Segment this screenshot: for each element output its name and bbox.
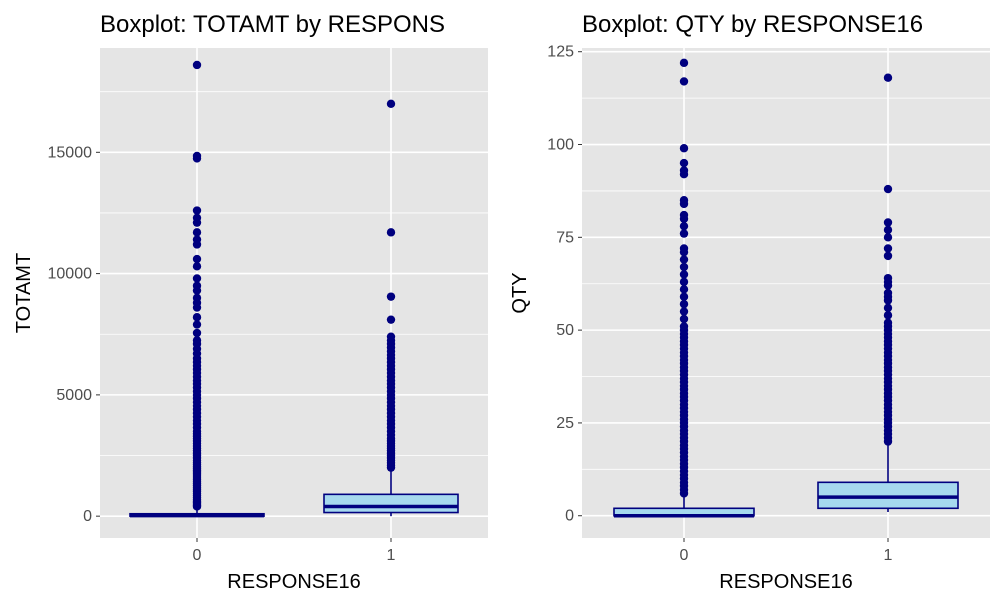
outlier-point — [679, 307, 689, 316]
outlier-point — [192, 60, 202, 70]
outlier-point — [386, 228, 396, 237]
y-tick-label: 5000 — [56, 387, 92, 404]
x-tick-label: 0 — [680, 547, 689, 564]
outlier-point — [883, 303, 893, 313]
outlier-point — [679, 144, 689, 153]
outlier-point — [679, 77, 689, 86]
outlier-point — [679, 277, 689, 287]
outlier-point — [883, 244, 893, 253]
y-tick-label: 15000 — [48, 144, 93, 161]
outlier-point — [679, 229, 689, 238]
y-tick-labels: 0 5000 10000 15000 — [48, 144, 100, 525]
y-tick-label: 0 — [565, 508, 574, 525]
outlier-point — [192, 293, 202, 303]
outlier-point — [192, 254, 202, 264]
outlier-point — [883, 273, 893, 283]
outlier-point — [883, 184, 893, 194]
outlier-point — [679, 166, 689, 175]
outlier-point — [192, 320, 202, 329]
outlier-point — [192, 313, 202, 322]
outlier-point — [192, 336, 202, 345]
y-tick-label: 125 — [547, 44, 574, 61]
outlier-point — [679, 58, 689, 68]
box-marks — [129, 60, 459, 518]
outlier-point — [386, 332, 396, 341]
outlier-point — [192, 262, 202, 271]
outlier-point — [679, 262, 689, 272]
y-tick-label: 100 — [547, 137, 574, 154]
outlier-point — [679, 314, 689, 324]
outlier-point — [883, 311, 893, 320]
outlier-point — [192, 235, 202, 244]
outlier-point — [679, 255, 689, 264]
x-tick-label: 1 — [387, 547, 396, 564]
outlier-point — [386, 99, 396, 108]
y-tick-label: 10000 — [48, 266, 93, 283]
box-marks — [613, 58, 959, 518]
outlier-point — [883, 251, 893, 261]
outlier-point — [192, 274, 202, 283]
y-tick-labels: 0 25 50 75 100 125 — [547, 44, 582, 525]
y-tick-label: 50 — [556, 322, 574, 339]
outlier-point — [679, 195, 689, 205]
x-axis-title: RESPONSE16 — [227, 571, 360, 593]
outlier-point — [883, 218, 893, 227]
y-tick-label: 25 — [556, 415, 574, 432]
outlier-point — [883, 73, 893, 82]
chart-title: Boxplot: QTY by RESPONSE16 — [582, 11, 923, 38]
outlier-point — [679, 158, 689, 168]
chart-left: Boxplot: TOTAMT by RESPONS 0 5000 10000 150… — [13, 11, 488, 593]
outlier-point — [883, 288, 893, 298]
outlier-point — [679, 299, 689, 309]
outlier-point — [679, 322, 689, 331]
outlier-point — [679, 292, 689, 301]
x-tick-label: 1 — [884, 547, 893, 564]
outlier-point — [386, 315, 396, 324]
chart-right: Boxplot: QTY by RESPONSE16 0 25 50 75 100 125… — [509, 11, 990, 593]
outlier-point — [679, 285, 689, 294]
y-axis-title: QTY — [509, 272, 531, 313]
y-tick-label: 75 — [556, 229, 574, 246]
box — [817, 481, 959, 510]
outlier-point — [679, 221, 689, 231]
outlier-point — [192, 281, 202, 290]
x-tick-label: 0 — [193, 547, 202, 564]
outlier-point — [883, 233, 893, 242]
y-axis-title: TOTAMT — [13, 253, 35, 333]
outlier-point — [883, 318, 893, 327]
outlier-point — [192, 213, 202, 223]
plot-panel — [582, 48, 990, 538]
chart-title: Boxplot: TOTAMT by RESPONS — [100, 11, 445, 38]
outlier-point — [883, 225, 893, 235]
box — [323, 493, 459, 514]
outlier-point — [192, 328, 202, 338]
outlier-point — [386, 292, 396, 301]
outlier-point — [192, 206, 202, 215]
outlier-point — [192, 228, 202, 237]
outlier-point — [679, 270, 689, 279]
x-axis-title: RESPONSE16 — [719, 571, 852, 593]
outlier-point — [679, 210, 689, 220]
plot-panel — [100, 48, 488, 538]
outlier-point — [679, 244, 689, 253]
outlier-point — [192, 151, 202, 161]
y-tick-label: 0 — [83, 508, 92, 525]
